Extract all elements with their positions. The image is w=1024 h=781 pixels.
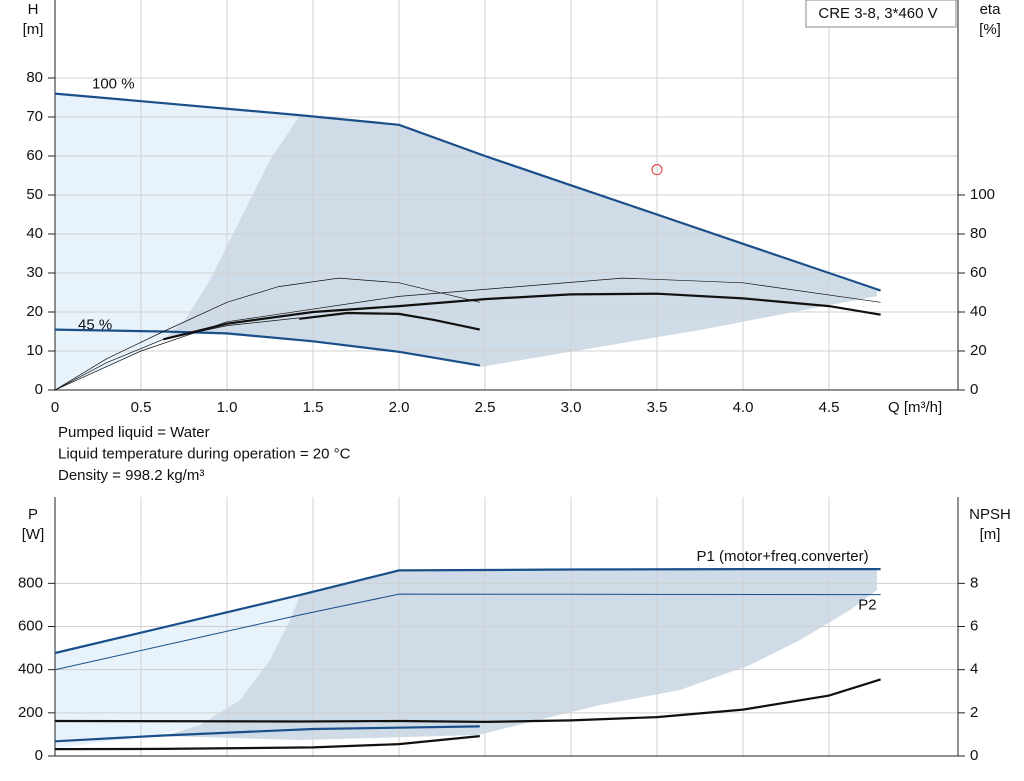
x-tick-label: 3.0 [561,399,582,416]
y-axis-label: P [28,506,38,523]
curve-label: 45 % [78,317,112,334]
curve [54,593,881,671]
y-tick-label: 0 [35,381,43,398]
duty-point [651,164,663,176]
y2-tick-label: 80 [970,225,987,242]
range-area-light [55,94,300,390]
x-tick-label: 0.5 [131,399,152,416]
range-area-light [55,595,300,748]
y-tick-label: 30 [26,264,43,281]
curve [54,92,881,292]
y2-tick-label: 6 [970,617,978,634]
y-tick-label: 0 [35,747,43,764]
y-axis-label: H [28,1,39,18]
curve [54,277,881,391]
y2-axis-label: [%] [979,21,1001,38]
curve [54,328,480,367]
x-tick-label: 2.5 [475,399,496,416]
y-tick-label: 10 [26,342,43,359]
x-tick-label: 1.5 [303,399,324,416]
annotation: Density = 998.2 kg/m³ [58,467,204,484]
y-axis-label: [W] [22,526,45,543]
curve [54,567,881,655]
y2-tick-label: 20 [970,342,987,359]
y-tick-label: 800 [18,574,43,591]
legend-box [805,0,957,28]
curve [54,317,300,391]
y2-tick-label: 60 [970,264,987,281]
y-tick-label: 50 [26,186,43,203]
y2-tick-label: 2 [970,704,978,721]
y2-tick-label: 8 [970,574,978,591]
y-tick-label: 40 [26,225,43,242]
y2-tick-label: 0 [970,381,978,398]
annotation: Pumped liquid = Water [58,424,210,441]
y2-tick-label: 0 [970,747,978,764]
y2-tick-label: 4 [970,661,978,678]
y2-tick-label: 40 [970,303,987,320]
y-axis-label: [m] [23,21,44,38]
curve-label: P1 (motor+freq.converter) [696,548,868,565]
x-tick-label: 2.0 [389,399,410,416]
curve [54,725,480,743]
x-tick-label: 4.0 [733,399,754,416]
x-tick-label: 4.5 [819,399,840,416]
curve-label: P2 [858,597,876,614]
y-tick-label: 20 [26,303,43,320]
y-tick-label: 400 [18,661,43,678]
curve-label: 100 % [92,76,135,93]
y-tick-label: 60 [26,147,43,164]
range-area [163,568,877,740]
curve [299,311,481,331]
y-tick-label: 70 [26,108,43,125]
y-tick-label: 600 [18,617,43,634]
y2-axis-label: [m] [980,526,1001,543]
annotation: Liquid temperature during operation = 20… [58,445,351,462]
y-tick-label: 200 [18,704,43,721]
range-area [163,115,877,367]
y2-tick-label: 100 [970,186,995,203]
x-tick-label: 1.0 [217,399,238,416]
curve [54,277,480,391]
y2-axis-label: NPSH [969,506,1011,523]
y-tick-label: 80 [26,69,43,86]
curve [54,678,881,724]
x-tick-label: 0 [51,399,59,416]
chart-title: CRE 3-8, 3*460 V [818,5,937,22]
x-axis-label: Q [m³/h] [888,399,942,416]
x-tick-label: 3.5 [647,399,668,416]
y2-axis-label: eta [980,1,1002,18]
curve [54,735,480,751]
curve [163,292,881,341]
